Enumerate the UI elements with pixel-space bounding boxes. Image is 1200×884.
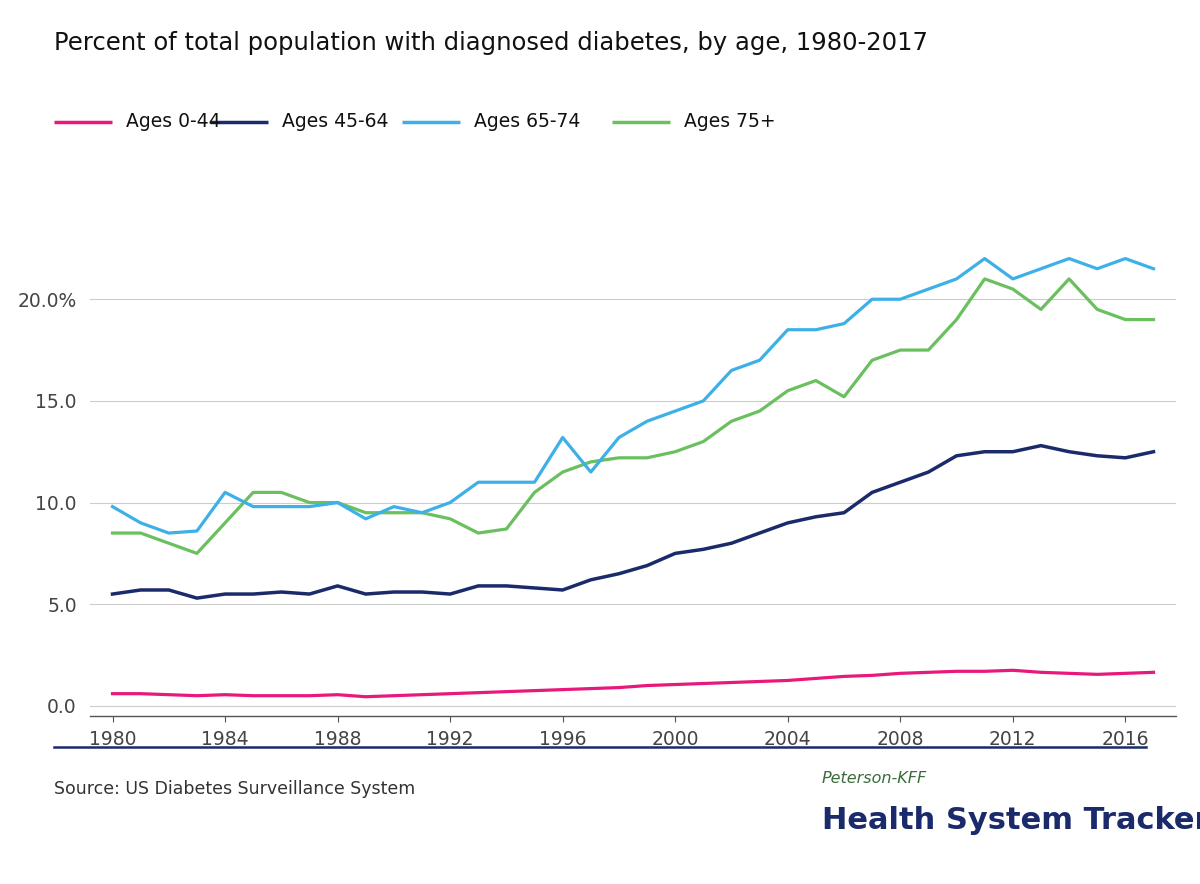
Text: Health System Tracker: Health System Tracker: [822, 806, 1200, 835]
Text: Ages 0-44: Ages 0-44: [126, 112, 221, 132]
Text: Ages 75+: Ages 75+: [684, 112, 775, 132]
Text: Source: US Diabetes Surveillance System: Source: US Diabetes Surveillance System: [54, 780, 415, 797]
Text: Ages 65-74: Ages 65-74: [474, 112, 581, 132]
Text: Peterson-KFF: Peterson-KFF: [822, 771, 928, 786]
Text: Percent of total population with diagnosed diabetes, by age, 1980-2017: Percent of total population with diagnos…: [54, 31, 928, 55]
Text: Ages 45-64: Ages 45-64: [282, 112, 389, 132]
